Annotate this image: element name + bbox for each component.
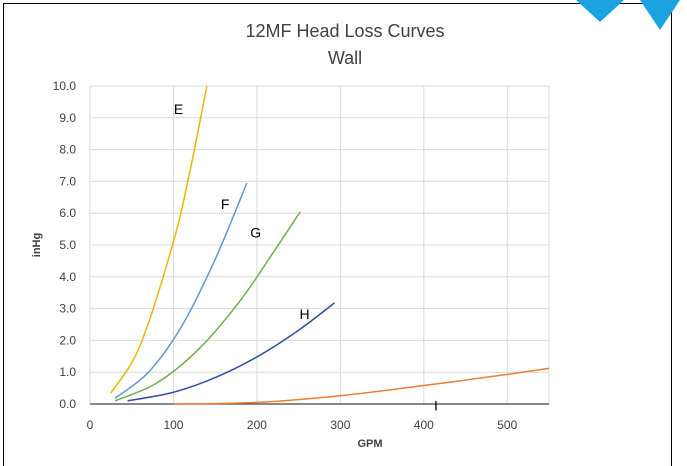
x-tick-label: 0 [87, 418, 94, 432]
series-lines [110, 85, 550, 405]
series-label-h: H [300, 306, 310, 322]
x-tick-label: 300 [330, 418, 350, 432]
chart-title: 12MF Head Loss Curves [245, 21, 444, 41]
chart-subtitle: Wall [328, 48, 362, 68]
series-label-e: E [174, 101, 183, 117]
series-label-i: I [434, 397, 438, 413]
x-tick-label: 200 [247, 418, 267, 432]
series-line-e [110, 85, 208, 394]
x-tick-label: 100 [163, 418, 183, 432]
x-tick-label: 400 [414, 418, 434, 432]
tick-labels: 0.0 1.0 2.0 3.0 4.0 5.0 6.0 7.0 8.0 9.0 10.0 0 100 20… [53, 79, 518, 432]
axes [89, 86, 549, 405]
y-tick-label: 6.0 [59, 206, 76, 220]
series-line-f [114, 182, 248, 399]
y-tick-label: 0.0 [59, 397, 76, 411]
y-tick-label: 10.0 [53, 79, 77, 93]
x-axis-title: GPM [357, 438, 382, 450]
y-axis-title: inHg [31, 233, 43, 257]
y-tick-label: 4.0 [59, 270, 76, 284]
series-label-g: G [250, 225, 261, 241]
corner-logo-shape [576, 0, 680, 30]
chart-border [3, 3, 672, 466]
y-tick-label: 8.0 [59, 143, 76, 157]
y-tick-label: 9.0 [59, 111, 76, 125]
series-line-i [173, 367, 550, 405]
series-labels: E F G H I [174, 101, 438, 413]
y-tick-label: 3.0 [59, 302, 76, 316]
series-line-g [114, 211, 301, 402]
series-label-f: F [221, 196, 230, 212]
x-tick-label: 500 [497, 418, 517, 432]
y-tick-label: 2.0 [59, 333, 76, 347]
y-tick-label: 5.0 [59, 238, 76, 252]
series-line-h [127, 302, 335, 402]
y-tick-label: 1.0 [59, 365, 76, 379]
y-tick-label: 7.0 [59, 174, 76, 188]
